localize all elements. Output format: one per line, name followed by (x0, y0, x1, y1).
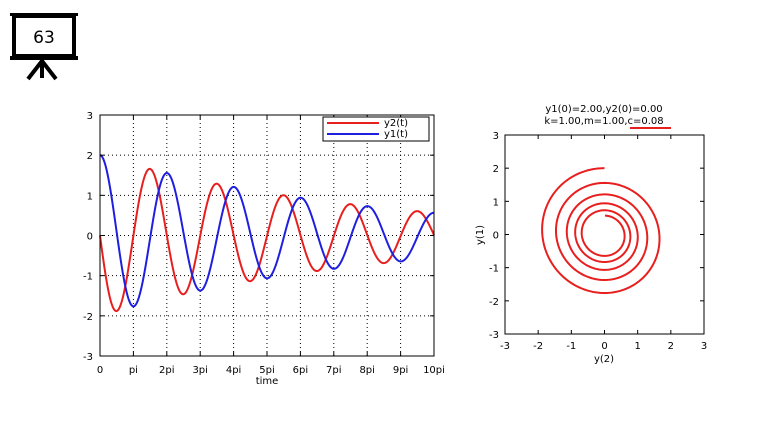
ts-xtick-label: 9pi (393, 365, 409, 376)
pp-xtick-label: -2 (533, 341, 543, 352)
ts-xtick-label: 7pi (326, 365, 342, 376)
slide-number-badge: 63 (8, 10, 80, 82)
ts-xtick-label: 5pi (259, 365, 275, 376)
pp-xtick-label: -3 (500, 341, 510, 352)
pp-ytick-label: 0 (493, 231, 499, 242)
ts-ticks: 0 pi 2pi 3pi 4pi 5pi 6pi 7pi 8pi 9pi 10pi 3 2 1 0 -1 -2 -… (83, 111, 445, 376)
pp-plot-frame (504, 134, 705, 335)
ts-xtick-label: 10pi (423, 365, 445, 376)
slide-number: 63 (33, 28, 55, 48)
legend-box (322, 116, 430, 142)
ts-xtick-label: 3pi (192, 365, 208, 376)
pp-ytick-label: -2 (489, 297, 499, 308)
ts-ytick-label: -2 (83, 312, 93, 323)
series-line-y1 (99, 154, 435, 308)
ts-ytick-label: -1 (83, 272, 93, 283)
ts-ytick-label: 3 (87, 111, 93, 122)
pp-ytick-label: 1 (493, 197, 499, 208)
ts-xlabel: time (256, 376, 279, 387)
presentation-board-icon: 63 (10, 13, 78, 81)
pp-xtick-label: 0 (601, 341, 607, 352)
time-series-chart: 0 pi 2pi 3pi 4pi 5pi 6pi 7pi 8pi 9pi 10pi 3 2 1 0 -1 -2 -… (83, 111, 445, 387)
series-line-y2 (99, 167, 435, 313)
ts-xtick-label: 0 (97, 365, 103, 376)
ts-ytick-label: 0 (87, 232, 93, 243)
pp-xlabel: y(2) (594, 354, 614, 365)
pp-lines (541, 167, 661, 294)
pp-ytick-label: -3 (489, 330, 499, 341)
pp-xtick-label: 1 (634, 341, 640, 352)
ts-lines (99, 154, 435, 313)
ts-xtick-label: 8pi (359, 365, 375, 376)
pp-title-line2: k=1.00,m=1.00,c=0.08 (544, 116, 663, 127)
ts-xtick-label: 6pi (293, 365, 309, 376)
pp-ylabel: y(1) (475, 225, 486, 245)
phase-portrait-chart: y1(0)=2.00,y2(0)=0.00 k=1.00,m=1.00,c=0.… (475, 104, 707, 365)
phase-trajectory (541, 167, 661, 294)
ts-ytick-label: 1 (87, 191, 93, 202)
pp-xtick-label: 2 (668, 341, 674, 352)
legend-label-y1: y1(t) (384, 129, 408, 140)
ts-legend: y2(t) y1(t) (322, 116, 430, 142)
ts-ytick-label: -3 (83, 352, 93, 363)
pp-xtick-label: 3 (701, 341, 707, 352)
pp-ytick-label: 3 (493, 131, 499, 142)
pp-xtick-label: -1 (566, 341, 576, 352)
pp-ytick-label: 2 (493, 164, 499, 175)
pp-title-line1: y1(0)=2.00,y2(0)=0.00 (545, 104, 662, 115)
pp-ytick-label: -1 (489, 264, 499, 275)
ts-xtick-label: 4pi (226, 365, 242, 376)
ts-ytick-label: 2 (87, 151, 93, 162)
ts-xtick-label: 2pi (159, 365, 175, 376)
ts-xtick-label: pi (129, 365, 138, 376)
pp-ticks: -3 -2 -1 0 1 2 3 3 2 1 0 -1 -2 -3 (489, 131, 707, 352)
legend-label-y2: y2(t) (384, 118, 408, 129)
